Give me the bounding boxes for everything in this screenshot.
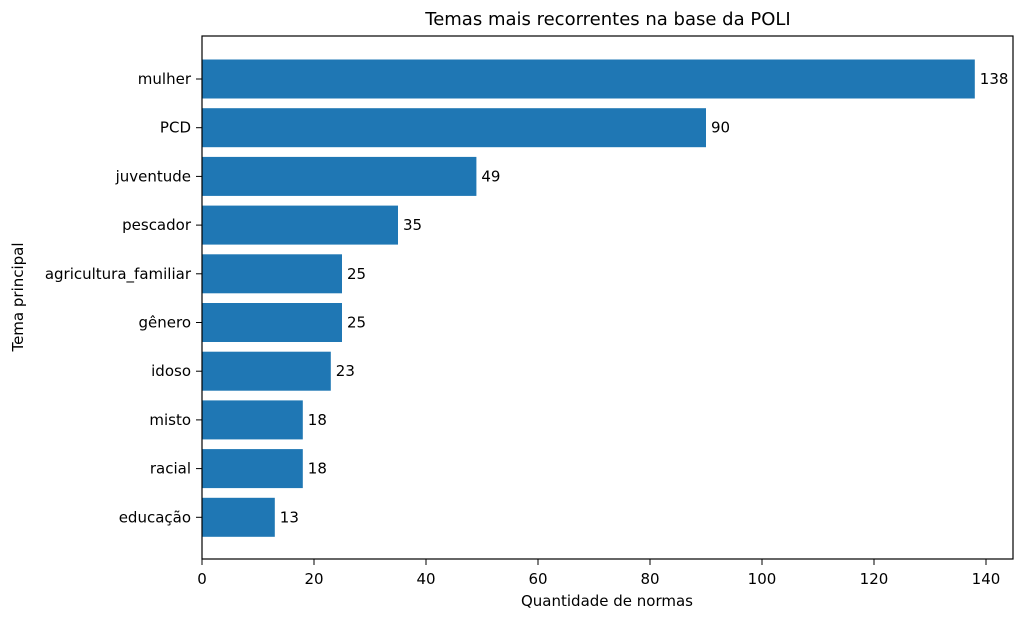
bars-group bbox=[202, 59, 975, 537]
plot-frame bbox=[201, 35, 1014, 560]
data-label: 90 bbox=[711, 119, 730, 137]
y-tick-label: PCD bbox=[160, 119, 191, 137]
bar-7 bbox=[202, 400, 303, 440]
x-tick-label: 120 bbox=[860, 570, 889, 588]
x-tick-label: 60 bbox=[528, 570, 547, 588]
x-axis-ticks: 0 20 40 60 80 100 120 140 bbox=[197, 559, 1000, 588]
data-label: 25 bbox=[347, 265, 366, 283]
bar-3 bbox=[202, 205, 398, 245]
x-tick-label: 100 bbox=[748, 570, 777, 588]
y-tick-label: pescador bbox=[122, 216, 192, 234]
x-tick-label: 20 bbox=[304, 570, 323, 588]
bar-8 bbox=[202, 449, 303, 489]
x-tick-label: 0 bbox=[197, 570, 207, 588]
bar-5 bbox=[202, 303, 342, 342]
y-tick-label: mulher bbox=[138, 70, 192, 88]
data-labels-group: 138 90 49 35 25 25 23 18 18 13 bbox=[280, 70, 1009, 526]
bar-6 bbox=[202, 351, 331, 391]
x-tick-label: 80 bbox=[640, 570, 659, 588]
y-axis-title: Tema principal bbox=[9, 242, 27, 352]
chart-title: Temas mais recorrentes na base da POLI bbox=[424, 9, 790, 30]
y-axis-ticks: mulher PCD juventude pescador agricultura_fa… bbox=[45, 70, 202, 526]
data-label: 13 bbox=[280, 508, 299, 526]
data-label: 138 bbox=[980, 70, 1009, 88]
bar-1 bbox=[202, 108, 706, 148]
bar-0 bbox=[202, 59, 975, 99]
x-tick-label: 140 bbox=[972, 570, 1001, 588]
y-tick-label: racial bbox=[150, 460, 191, 478]
x-tick-label: 40 bbox=[416, 570, 435, 588]
y-tick-label: misto bbox=[149, 411, 191, 429]
bar-2 bbox=[202, 156, 477, 196]
data-label: 49 bbox=[481, 167, 500, 185]
data-label: 18 bbox=[308, 460, 327, 478]
y-tick-label: juventude bbox=[115, 167, 191, 185]
y-tick-label: agricultura_familiar bbox=[45, 265, 192, 284]
y-tick-label: educação bbox=[119, 508, 191, 526]
data-label: 23 bbox=[336, 362, 355, 380]
data-label: 35 bbox=[403, 216, 422, 234]
data-label: 18 bbox=[308, 411, 327, 429]
y-tick-label: idoso bbox=[151, 362, 191, 380]
bar-4 bbox=[202, 254, 342, 294]
bar-9 bbox=[202, 497, 275, 537]
data-label: 25 bbox=[347, 314, 366, 332]
x-axis-title: Quantidade de normas bbox=[521, 592, 693, 610]
y-tick-label: gênero bbox=[139, 314, 192, 332]
